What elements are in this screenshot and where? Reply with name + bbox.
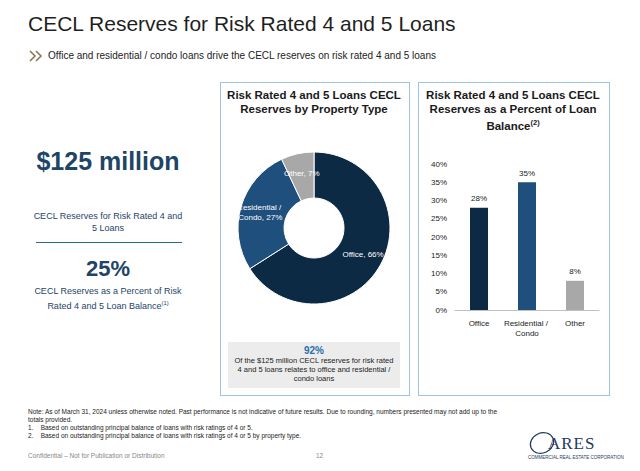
html-text:ARES: ARES <box>548 434 596 453</box>
svg-text:Condo, 27%: Condo, 27% <box>238 213 282 222</box>
svg-text:Residential /: Residential / <box>237 203 283 212</box>
svg-text:Other: Other <box>565 319 585 328</box>
html-text:25%: 25% <box>86 256 130 281</box>
svg-text:40%: 40% <box>431 160 447 169</box>
html-text:Of the $125 million CECL reser: Of the $125 million CECL reserves for ri… <box>234 356 394 383</box>
html-text:92%: 92% <box>304 345 324 356</box>
html-text:Office and residential / condo: Office and residential / condo loans dri… <box>48 50 436 61</box>
html-text:Risk Rated 4 and 5 Loans CECL: Risk Rated 4 and 5 Loans CECL Reserves b… <box>227 89 401 115</box>
svg-text:28%: 28% <box>471 194 487 203</box>
html-text:CECL Reserves as a Percent of: CECL Reserves as a Percent of Risk Rated… <box>34 286 182 311</box>
svg-text:10%: 10% <box>431 269 447 278</box>
svg-text:15%: 15% <box>431 251 447 260</box>
svg-text:Office, 66%: Office, 66% <box>342 250 383 259</box>
html-text:Risk Rated 4 and 5 Loans CECL: Risk Rated 4 and 5 Loans CECL Reserves a… <box>426 89 600 132</box>
html-text:CECL Reserves for Risk Rated 4: CECL Reserves for Risk Rated 4 and 5 Loa… <box>28 12 456 35</box>
svg-text:25%: 25% <box>431 214 447 223</box>
svg-text:Office: Office <box>469 319 490 328</box>
svg-text:35%: 35% <box>519 169 535 178</box>
html-text:$125 million: $125 million <box>36 147 180 175</box>
html-text:Note: As of March 31, 2024 unl: Note: As of March 31, 2024 unless otherw… <box>28 408 499 423</box>
svg-text:8%: 8% <box>569 267 581 276</box>
html-text:1. Based on outstanding princi: 1. Based on outstanding principal balanc… <box>28 424 253 431</box>
svg-text:5%: 5% <box>435 287 447 296</box>
svg-text:30%: 30% <box>431 196 447 205</box>
svg-text:0%: 0% <box>435 306 447 315</box>
html-text:CECL Reserves for Risk Rated 4: CECL Reserves for Risk Rated 4 and 5 Loa… <box>33 211 183 233</box>
svg-text:Condo: Condo <box>515 329 539 338</box>
html-text:COMMERCIAL REAL ESTATE CORPORA: COMMERCIAL REAL ESTATE CORPORATION <box>528 455 624 460</box>
svg-text:20%: 20% <box>431 233 447 242</box>
svg-text:35%: 35% <box>431 178 447 187</box>
svg-text:Other, 7%: Other, 7% <box>284 169 320 178</box>
html-text:12: 12 <box>316 452 324 459</box>
html-text:Confidential – Not for Publica: Confidential – Not for Publication or Di… <box>28 452 165 459</box>
html-text:2. Based on outstanding princi: 2. Based on outstanding principal balanc… <box>28 432 302 439</box>
svg-text:Residential /: Residential / <box>504 319 550 328</box>
